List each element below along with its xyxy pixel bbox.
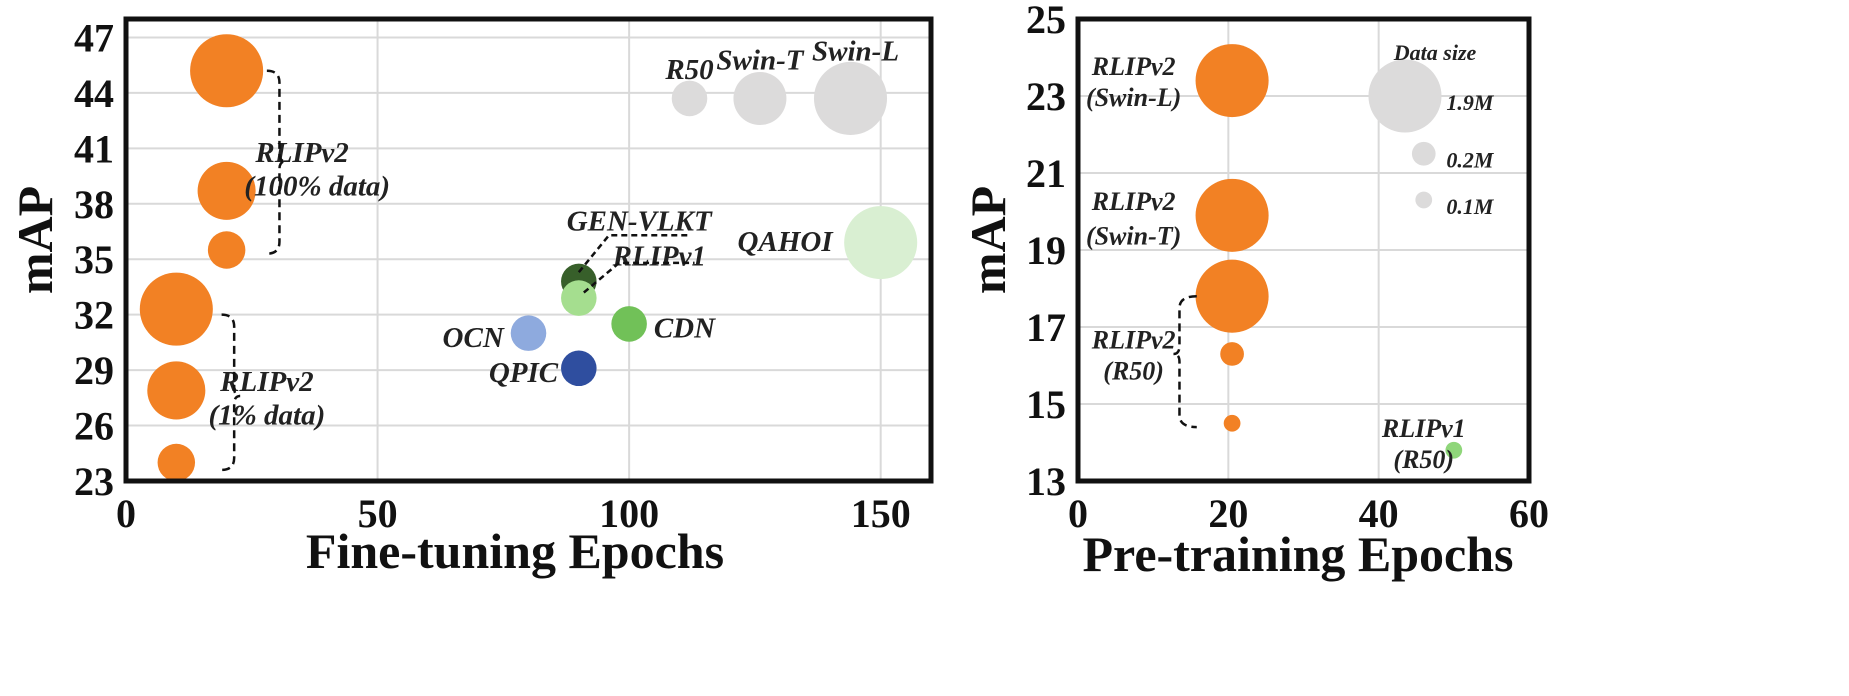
x-tick-0: 0	[1068, 491, 1088, 536]
y-tick-21: 21	[1026, 151, 1066, 196]
point-cdn	[611, 306, 647, 342]
point-rlipv2-1-swin-t	[147, 361, 206, 420]
label-rlipv2-100-a: RLIPv2	[254, 137, 348, 169]
x-tick-60: 60	[1509, 491, 1549, 536]
y-tick-13: 13	[1026, 459, 1066, 504]
label-0.1m: 0.1M	[1446, 194, 1495, 219]
point-rlipv2-1-swin-l	[139, 272, 213, 346]
x-tick-100: 100	[599, 491, 659, 536]
label-rlipv2-swin-l-a: RLIPv2	[1091, 52, 1176, 81]
label-rlipv2-r50-b: (R50)	[1103, 356, 1164, 385]
point-rlipv2-r50-1.9m	[1195, 259, 1269, 333]
x-tick-20: 20	[1208, 491, 1248, 536]
point-legend-swin-t	[733, 71, 787, 125]
chart-pre-training: 0 20 40 60 13 15 17 19 21 23 25 Pre-training Epochs…	[960, 0, 1549, 582]
point-rlipv2-100-swin-l	[190, 34, 264, 108]
x-axis-title: Fine-tuning Epochs	[306, 523, 724, 579]
label-rlipv2-swin-t-b: (Swin-T)	[1086, 222, 1181, 251]
x-tick-150: 150	[851, 491, 911, 536]
y-tick-23: 23	[1026, 74, 1066, 119]
y-tick-47: 47	[74, 15, 114, 60]
point-rlipv2-100-r50	[207, 231, 246, 269]
y-tick-19: 19	[1026, 228, 1066, 273]
point-rlipv2-swin-l-1.9m	[1195, 44, 1269, 118]
label-rlipv2-swin-t-a: RLIPv2	[1091, 187, 1176, 216]
brace-rlipv2-1	[221, 313, 241, 472]
x-tick-40: 40	[1359, 491, 1399, 536]
point-rlipv2-swin-t-1.9m	[1195, 178, 1269, 252]
label-swin-l: Swin-L	[812, 35, 899, 67]
point-rlipv2-r50-0.2m	[1220, 342, 1244, 366]
label-qpic: QPIC	[489, 357, 559, 389]
y-tick-35: 35	[74, 237, 114, 282]
leader-gen-vlkt	[577, 233, 690, 273]
y-tick-32: 32	[74, 293, 114, 338]
label-data-size: Data size	[1393, 40, 1477, 65]
point-legend-r50	[671, 80, 708, 117]
point-rlipv1-r50	[1445, 441, 1463, 459]
brace-rlipv2-r50	[1173, 294, 1197, 429]
y-tick-25: 25	[1026, 0, 1066, 42]
y-tick-26: 26	[74, 404, 114, 449]
label-rlipv2-1-b: (1% data)	[208, 399, 325, 431]
point-ocn	[510, 315, 547, 351]
point-legend-0.1m	[1415, 191, 1433, 209]
x-tick-50: 50	[358, 491, 398, 536]
label-r50: R50	[664, 54, 713, 86]
point-rlipv2-1-r50	[157, 443, 196, 482]
x-tick-0: 0	[116, 491, 136, 536]
y-tick-15: 15	[1026, 382, 1066, 427]
point-qahoi	[844, 206, 918, 280]
y-tick-29: 29	[74, 348, 114, 393]
label-cdn: CDN	[654, 313, 716, 345]
label-rlipv2-r50-a: RLIPv2	[1091, 326, 1176, 355]
y-axis-title: mAP	[960, 186, 1016, 294]
point-legend-swin-l	[813, 61, 888, 135]
label-ocn: OCN	[443, 322, 505, 354]
y-tick-17: 17	[1026, 305, 1066, 350]
y-tick-23: 23	[74, 459, 114, 504]
plot-frame	[123, 16, 934, 484]
label-rlipv1-b: (R50)	[1393, 445, 1454, 474]
point-rlipv2-r50-0.1m	[1223, 414, 1241, 432]
label-rlipv2-1-a: RLIPv2	[219, 366, 313, 398]
label-rlipv1-a: RLIPv1	[1381, 414, 1466, 443]
label-gen-vlkt: GEN-VLKT	[567, 205, 713, 237]
point-legend-1.9m	[1368, 59, 1442, 133]
point-qpic	[561, 350, 597, 387]
y-tick-41: 41	[74, 126, 114, 171]
point-legend-0.2m	[1411, 141, 1436, 166]
label-swin-t: Swin-T	[716, 45, 804, 77]
brace-rlipv2-100	[266, 69, 286, 255]
chart-fine-tuning: 0 50 100 150 23 26 29 32 35 38 41 44 47 Fine-tuning E…	[7, 15, 934, 579]
label-qahoi: QAHOI	[738, 226, 835, 258]
y-tick-44: 44	[74, 71, 114, 116]
label-0.2m: 0.2M	[1446, 148, 1495, 173]
y-axis-title: mAP	[7, 186, 63, 294]
label-1.9m: 1.9M	[1446, 90, 1495, 115]
x-axis-title: Pre-training Epochs	[1082, 526, 1513, 582]
label-rlipv2-swin-l-b: (Swin-L)	[1086, 83, 1181, 112]
leader-rlipv1	[583, 261, 695, 294]
y-tick-38: 38	[74, 182, 114, 227]
label-rlipv2-100-b: (100% data)	[244, 170, 390, 202]
plot-frame	[1075, 16, 1532, 484]
label-rlipv1: RLIPv1	[612, 241, 706, 273]
point-rlipv2-100-swin-t	[197, 161, 256, 220]
